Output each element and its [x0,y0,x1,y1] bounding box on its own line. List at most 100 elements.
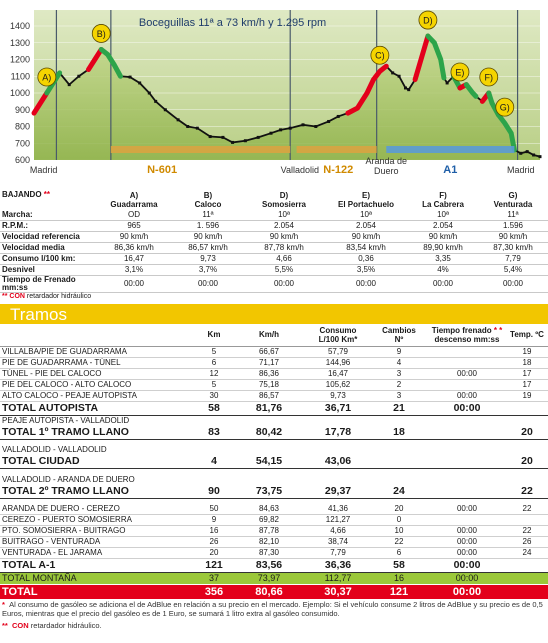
bajando-row: Tiempo de Frenado mm:ss 00:00 00:00 00:00 00… [0,276,548,293]
tramos-row: ARANDA DE DUERO - CEREZO 50 84,63 41,36 20 00… [0,504,548,515]
tramos-cell: 16 [370,572,428,585]
tramos-cell: 86,36 [232,368,306,380]
tramos-cell: 00:00 [428,504,506,515]
bajando-cell: 90 km/h [193,232,223,241]
profile-point [163,108,167,112]
tramos-cell: 86,57 [232,390,306,402]
tramos-cell [428,455,506,469]
tramos-cell: 87,30 [232,547,306,559]
tramos-cell: 71,17 [232,357,306,369]
footnote-retardador: ** CON retardador hidráulico. [2,621,102,630]
footnote-adblue: * Al consumo de gasóleo se adiciona el d… [2,600,543,618]
bajando-cell: 11ª [507,210,519,219]
profile-point [519,151,523,155]
tramos-cell [428,475,506,485]
tramos-cell: 58 [196,401,232,416]
tramos-cell: 19 [506,346,548,358]
tramos-cell: 66,67 [232,346,306,358]
profile-point [532,153,536,157]
tramos-cell: 26 [506,536,548,548]
tramos-cell: 24 [506,547,548,559]
bajando-cell: 2.054 [432,221,454,230]
y-tick-label: 600 [15,155,30,165]
tramos-cell: 38,74 [306,536,370,548]
tramos-cell: 17,78 [306,425,370,440]
road-label: N-601 [147,164,177,176]
tramos-row-name: PIE DE GUADARRAMA - TÚNEL [0,357,196,369]
tramos-cell: 121,27 [306,514,370,526]
tramos-cell [506,401,548,416]
tramos-header: Cambios Nº [370,324,428,347]
tramos-cell: 20 [506,455,548,469]
gradient-segment [85,46,104,73]
bajando-note: ** CON retardador hidráulico [2,293,92,300]
tramos-cell: 30 [196,390,232,402]
bajando-header: A) Guadarrama [110,191,158,209]
bajando-cell: 2.054 [273,221,295,230]
chart-annotation: Boceguillas 11ª a 73 km/h y 1.295 rpm [139,17,326,29]
tramos-cell [370,445,428,455]
road-bar [386,146,515,153]
bajando-cell: 1. 596 [196,221,220,230]
tramos-row: CEREZO - PUERTO SOMOSIERRA 9 69,82 121,27 0 [0,514,548,526]
tramos-row-name: TOTAL [0,584,196,599]
tramos-cell: 17 [506,379,548,391]
tramos-cell: 16,47 [306,368,370,380]
point-marker [370,45,390,65]
y-tick-label: 800 [15,122,30,132]
tramos-cell [196,475,232,485]
tramos-cell [232,475,306,485]
bajando-row-label: Velocidad referencia [2,232,80,241]
y-tick-label: 1200 [10,55,30,65]
tramos-row: VILLALBA/PIE DE GUADARRAMA 5 66,67 57,79 9 19 [0,346,548,358]
profile-point [279,128,283,132]
bajando-cell: 3,35 [435,254,451,263]
tramos-header: Km [196,324,232,347]
bajando-row: R.P.M.: 965 1. 596 2.054 2.054 2.054 1.596 [0,221,548,232]
y-tick-label: 1400 [10,21,30,31]
tramos-row: PIE DE GUADARRAMA - TÚNEL 6 71,17 144,96 4 18 [0,357,548,369]
point-marker [418,10,438,30]
profile-point [186,125,190,128]
tramos-cell: 73,97 [232,572,306,585]
tramos-cell: 4 [196,455,232,469]
tramos-cell: 00:00 [428,547,506,559]
tramos-row: TOTAL CIUDAD 4 54,15 43,06 20 [0,455,548,469]
place-label: Duero [374,166,399,176]
bajando-row: Desnivel 3,1% 3,7% 5,5% 3,5% 4% 5,4% [0,265,548,276]
bajando-cell: 7,79 [505,254,521,263]
tramos-cell: 26 [196,536,232,548]
tramos-cell: 73,75 [232,484,306,499]
tramos-cell: 5 [196,346,232,358]
tramos-cell: 20 [370,504,428,515]
bajando-cell: 87,30 km/h [493,243,533,252]
tramos-cell: 00:00 [428,525,506,537]
tramos-cell: 82,10 [232,536,306,548]
tramos-cell [196,445,232,455]
tramos-cell: 2 [370,379,428,391]
bajando-cell: 4% [437,265,449,274]
road-label: A1 [443,164,457,176]
tramos-cell [196,415,232,426]
tramos-cell: 144,96 [306,357,370,369]
tramos-row-name: ARANDA DE DUERO - CEREZO [0,504,196,515]
bajando-row-label: Tiempo de Frenado mm:ss [2,275,76,292]
tramos-cell: 18 [370,425,428,440]
tramos-cell: 83,56 [232,558,306,573]
y-tick-label: 900 [15,105,30,115]
tramos-title: Tramos [10,305,67,324]
profile-point [445,81,449,85]
tramos-cell: 80,42 [232,425,306,440]
bajando-cell: 00:00 [273,279,295,288]
profile-point [195,126,199,130]
tramos-row: ALTO CALOCO - PEAJE AUTOPISTA 30 86,57 9,73… [0,390,548,402]
tramos-cell: 22 [506,525,548,537]
tramos-row: VENTURADA - EL JARAMA 20 87,30 7,79 6 00:00 24 [0,547,548,559]
tramos-cell: 21 [370,401,428,416]
bajando-row-label: Velocidad media [2,243,65,252]
bajando-row-label: R.P.M.: [2,221,29,230]
bajando-cell: 00:00 [355,279,377,288]
tramos-row: TOTAL 1º TRAMO LLANO 83 80,42 17,78 18 20 [0,425,548,440]
tramos-cell [370,455,428,469]
tramos-cell: 9,73 [306,390,370,402]
